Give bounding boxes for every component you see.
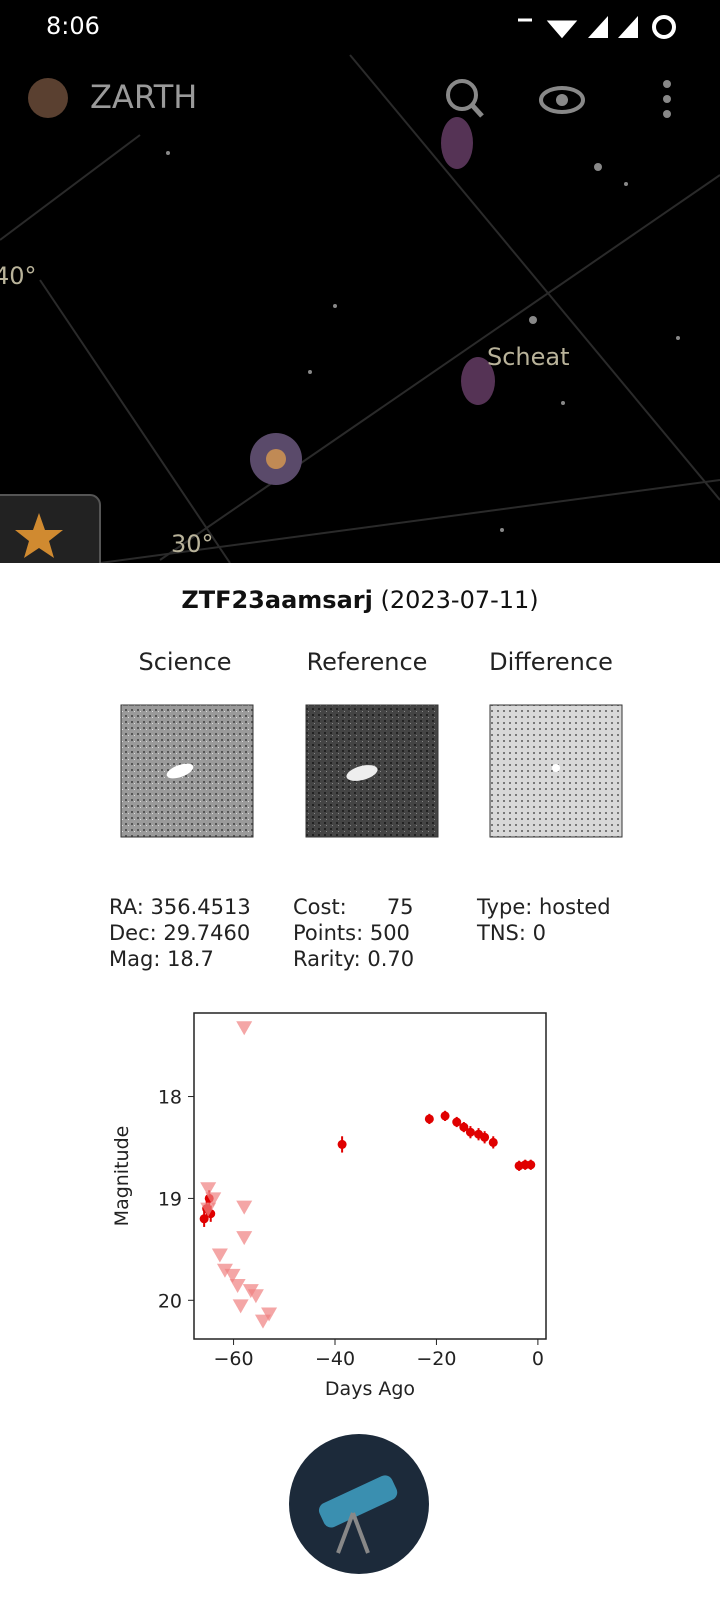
detection (488, 1137, 498, 1147)
sky-grid (0, 15, 720, 563)
detection (526, 1160, 536, 1170)
detection (424, 1114, 434, 1124)
x-tick-label: −40 (315, 1348, 355, 1370)
info-column: RA: 356.4513 Dec: 29.7460 Mag: 18.7 (109, 894, 251, 972)
upper-limit (261, 1307, 278, 1322)
x-tick-label: −20 (416, 1348, 456, 1370)
upper-limit (229, 1279, 246, 1294)
upper-limit (200, 1202, 217, 1217)
x-tick-label: 0 (532, 1348, 544, 1370)
image-title: Science (138, 648, 232, 676)
upper-limit (216, 1263, 233, 1278)
upper-limit (236, 1231, 253, 1246)
cutout-images (120, 704, 623, 838)
upper-limit (200, 1182, 217, 1197)
image-title: Reference (306, 648, 428, 676)
object-header: ZTF23aamsarj (2023-07-11) (0, 586, 720, 614)
x-tick-label: −60 (214, 1348, 254, 1370)
upper-limit (232, 1299, 249, 1314)
object-date: (2023-07-11) (380, 586, 539, 614)
info-line: Mag: 18.7 (109, 947, 214, 971)
upper-limit (224, 1268, 241, 1283)
detection (459, 1122, 469, 1132)
detection (452, 1117, 462, 1127)
upper-limit (236, 1021, 253, 1036)
detection (465, 1127, 475, 1137)
object-name: ZTF23aamsarj (181, 586, 373, 614)
sky-label: 40° (0, 262, 37, 290)
x-axis-label: Days Ago (325, 1378, 415, 1400)
info-line: Cost: 75 (293, 895, 414, 919)
detection (440, 1111, 450, 1121)
y-tick-label: 18 (158, 1087, 182, 1109)
info-line: Rarity: 0.70 (293, 947, 415, 971)
detection (337, 1139, 347, 1149)
info-line: TNS: 0 (477, 921, 546, 945)
detection (480, 1132, 490, 1142)
upper-limit (205, 1192, 222, 1207)
info-line: Dec: 29.7460 (109, 921, 251, 945)
light-curve: −60 −40 −20 0 18 19 20 Days Ago Magnitude (111, 1012, 547, 1400)
y-axis-label: Magnitude (111, 1126, 133, 1227)
app-title: ZARTH (90, 78, 198, 116)
upper-limit (211, 1248, 228, 1263)
sky-label: Scheat (487, 343, 570, 371)
info-line: RA: 356.4513 (109, 895, 251, 919)
image-title: Difference (489, 648, 613, 676)
info-line: Type: hosted (477, 895, 611, 919)
sky-label: 30° (171, 530, 214, 558)
upper-limit (247, 1289, 264, 1304)
avatar[interactable] (288, 1433, 430, 1575)
info-line: Points: 500 (293, 921, 410, 945)
info-column: Cost: 75 Points: 500 Rarity: 0.70 (293, 894, 414, 972)
info-column: Type: hosted TNS: 0 (477, 894, 611, 946)
upper-limit (236, 1200, 253, 1215)
status-time: 8:06 (46, 12, 100, 40)
y-tick-label: 19 (158, 1188, 182, 1210)
y-tick-label: 20 (158, 1290, 182, 1312)
upper-limit (254, 1314, 271, 1329)
sky-view[interactable]: 8:06 ZARTH 40° Scheat 30° (0, 0, 720, 563)
